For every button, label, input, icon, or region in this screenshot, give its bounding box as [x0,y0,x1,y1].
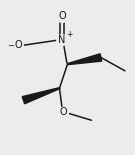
Polygon shape [22,88,60,104]
Circle shape [57,12,67,22]
Text: −: − [7,41,14,50]
Text: O: O [14,40,22,50]
Text: N: N [58,35,66,45]
Text: +: + [66,30,72,39]
Circle shape [58,107,69,117]
Circle shape [57,35,68,45]
Circle shape [13,40,23,51]
Text: O: O [60,107,67,117]
Text: O: O [58,11,66,21]
Polygon shape [67,54,102,65]
